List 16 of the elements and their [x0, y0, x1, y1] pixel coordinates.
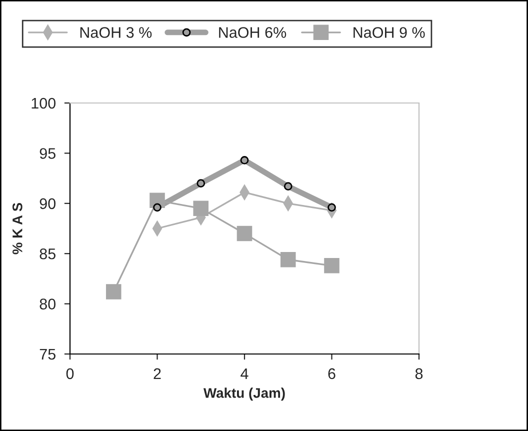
y-tick-label: 80	[40, 298, 56, 310]
y-tick-label: 90	[40, 198, 56, 210]
x-tick-label: 2	[154, 368, 161, 379]
x-tick-label: 0	[66, 368, 74, 380]
y-tick-label: 100	[32, 98, 56, 109]
y-tick-label: 75	[40, 349, 56, 360]
x-axis-title: Waktu (Jam)	[203, 388, 285, 401]
x-tick-label: 8	[415, 368, 423, 380]
y-tick-label: 95	[40, 148, 56, 159]
y-axis-title: % K A S	[12, 202, 22, 254]
y-tick-label: 85	[40, 248, 56, 260]
legend-label: NaOH 6%	[219, 27, 286, 38]
x-tick-label: 6	[328, 368, 336, 380]
legend-label: NaOH 9 %	[354, 27, 425, 38]
legend-label: NaOH 3 %	[80, 27, 152, 38]
x-tick-label: 4	[240, 368, 248, 379]
